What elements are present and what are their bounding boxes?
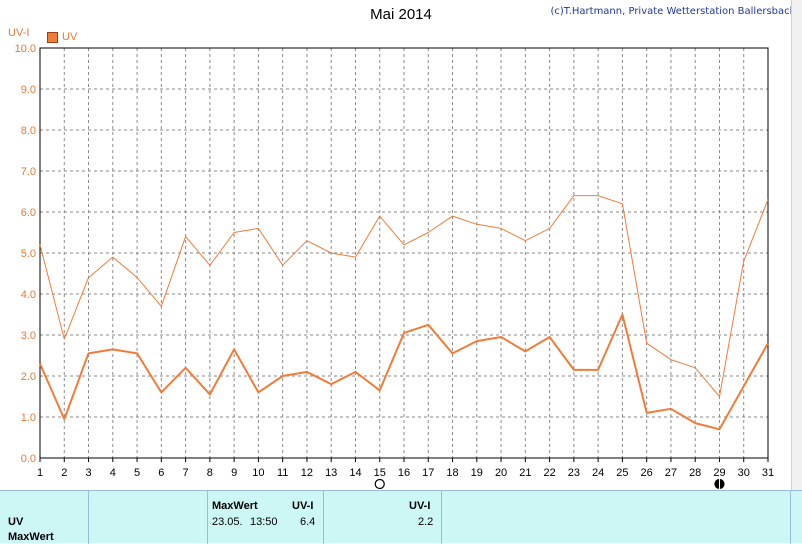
x-tick-label: 4	[110, 467, 116, 479]
max-date: 23.05.	[212, 516, 243, 528]
y-tick-label: 8.0	[21, 125, 36, 137]
y-tick-label: 9.0	[21, 84, 36, 96]
series-line-max	[39, 195, 769, 397]
max-time: 13:50	[250, 516, 278, 528]
x-tick-label: 13	[325, 467, 337, 479]
x-tick-label: 2	[61, 467, 67, 479]
panel-divider	[88, 491, 89, 544]
x-tick-label: 26	[641, 467, 653, 479]
y-tick-label: 0.0	[21, 453, 36, 465]
x-tick-label: 15	[374, 467, 386, 479]
y-axis-label: UV-I	[8, 27, 30, 39]
legend: UV	[47, 31, 77, 43]
x-tick-label: 14	[349, 467, 361, 479]
y-tick-label: 1.0	[21, 412, 36, 424]
x-tick-label: 16	[398, 467, 410, 479]
x-tick-label: 28	[689, 467, 701, 479]
plot-frame	[39, 47, 769, 459]
vertical-scrollbar[interactable]	[791, 0, 802, 490]
panel-divider	[790, 491, 791, 544]
x-tick-label: 30	[738, 467, 750, 479]
data-panel: UV MaxWert MaxWert UV-I 23.05. 13:50 6.4…	[0, 490, 802, 544]
full-moon-marker	[374, 478, 385, 490]
x-tick-label: 5	[134, 467, 140, 479]
panel-divider	[441, 491, 442, 544]
x-tick-label: 21	[519, 467, 531, 479]
y-tick-label: 2.0	[21, 371, 36, 383]
x-tick-label: 23	[568, 467, 580, 479]
copyright-text: (c)T.Hartmann, Private Wetterstation Bal…	[550, 6, 796, 17]
y-tick-label: 7.0	[21, 166, 36, 178]
series-line-mean	[39, 313, 769, 431]
y-tick-label: 3.0	[21, 330, 36, 342]
value-2: 2.2	[418, 516, 434, 528]
uv-line-chart: 0.01.02.03.04.05.06.07.08.09.010.01 2 3 4 5 6…	[15, 43, 774, 490]
x-tick-label: 22	[543, 467, 555, 479]
legend-label: UV	[62, 31, 78, 43]
y-tick-label: 5.0	[21, 248, 36, 260]
panel-divider	[207, 491, 208, 544]
x-tick-label: 17	[422, 467, 434, 479]
y-tick-label: 10.0	[15, 43, 36, 55]
x-tick-label: 1	[37, 467, 43, 479]
x-tick-label: 6	[158, 467, 164, 479]
x-tick-label: 8	[207, 467, 213, 479]
legend-swatch	[47, 31, 58, 43]
x-tick-label: 19	[471, 467, 483, 479]
x-tick-label: 10	[252, 467, 264, 479]
x-tick-label: 9	[231, 467, 237, 479]
col-header-uvi: UV-I	[292, 500, 314, 512]
x-tick-label: 24	[592, 467, 604, 479]
x-tick-label: 27	[665, 467, 677, 479]
col-header-maxwert: MaxWert	[212, 500, 258, 512]
x-tick-label: 3	[85, 467, 91, 479]
chart-title: Mai 2014	[370, 6, 432, 23]
x-tick-label: 7	[183, 467, 189, 479]
col-header-uvi-2: UV-I	[409, 500, 431, 512]
row-label-maxwert: MaxWert	[8, 531, 54, 543]
row-label-uv: UV	[8, 516, 24, 528]
x-tick-label: 29	[713, 467, 725, 479]
x-tick-label: 18	[446, 467, 458, 479]
x-tick-label: 12	[301, 467, 313, 479]
x-tick-label: 25	[616, 467, 628, 479]
y-tick-label: 4.0	[21, 289, 36, 301]
max-value: 6.4	[300, 516, 316, 528]
y-tick-label: 6.0	[21, 207, 36, 219]
panel-divider	[323, 491, 324, 544]
x-tick-label: 11	[277, 467, 288, 479]
x-tick-label: 20	[495, 467, 507, 479]
x-tick-label: 31	[762, 467, 774, 479]
